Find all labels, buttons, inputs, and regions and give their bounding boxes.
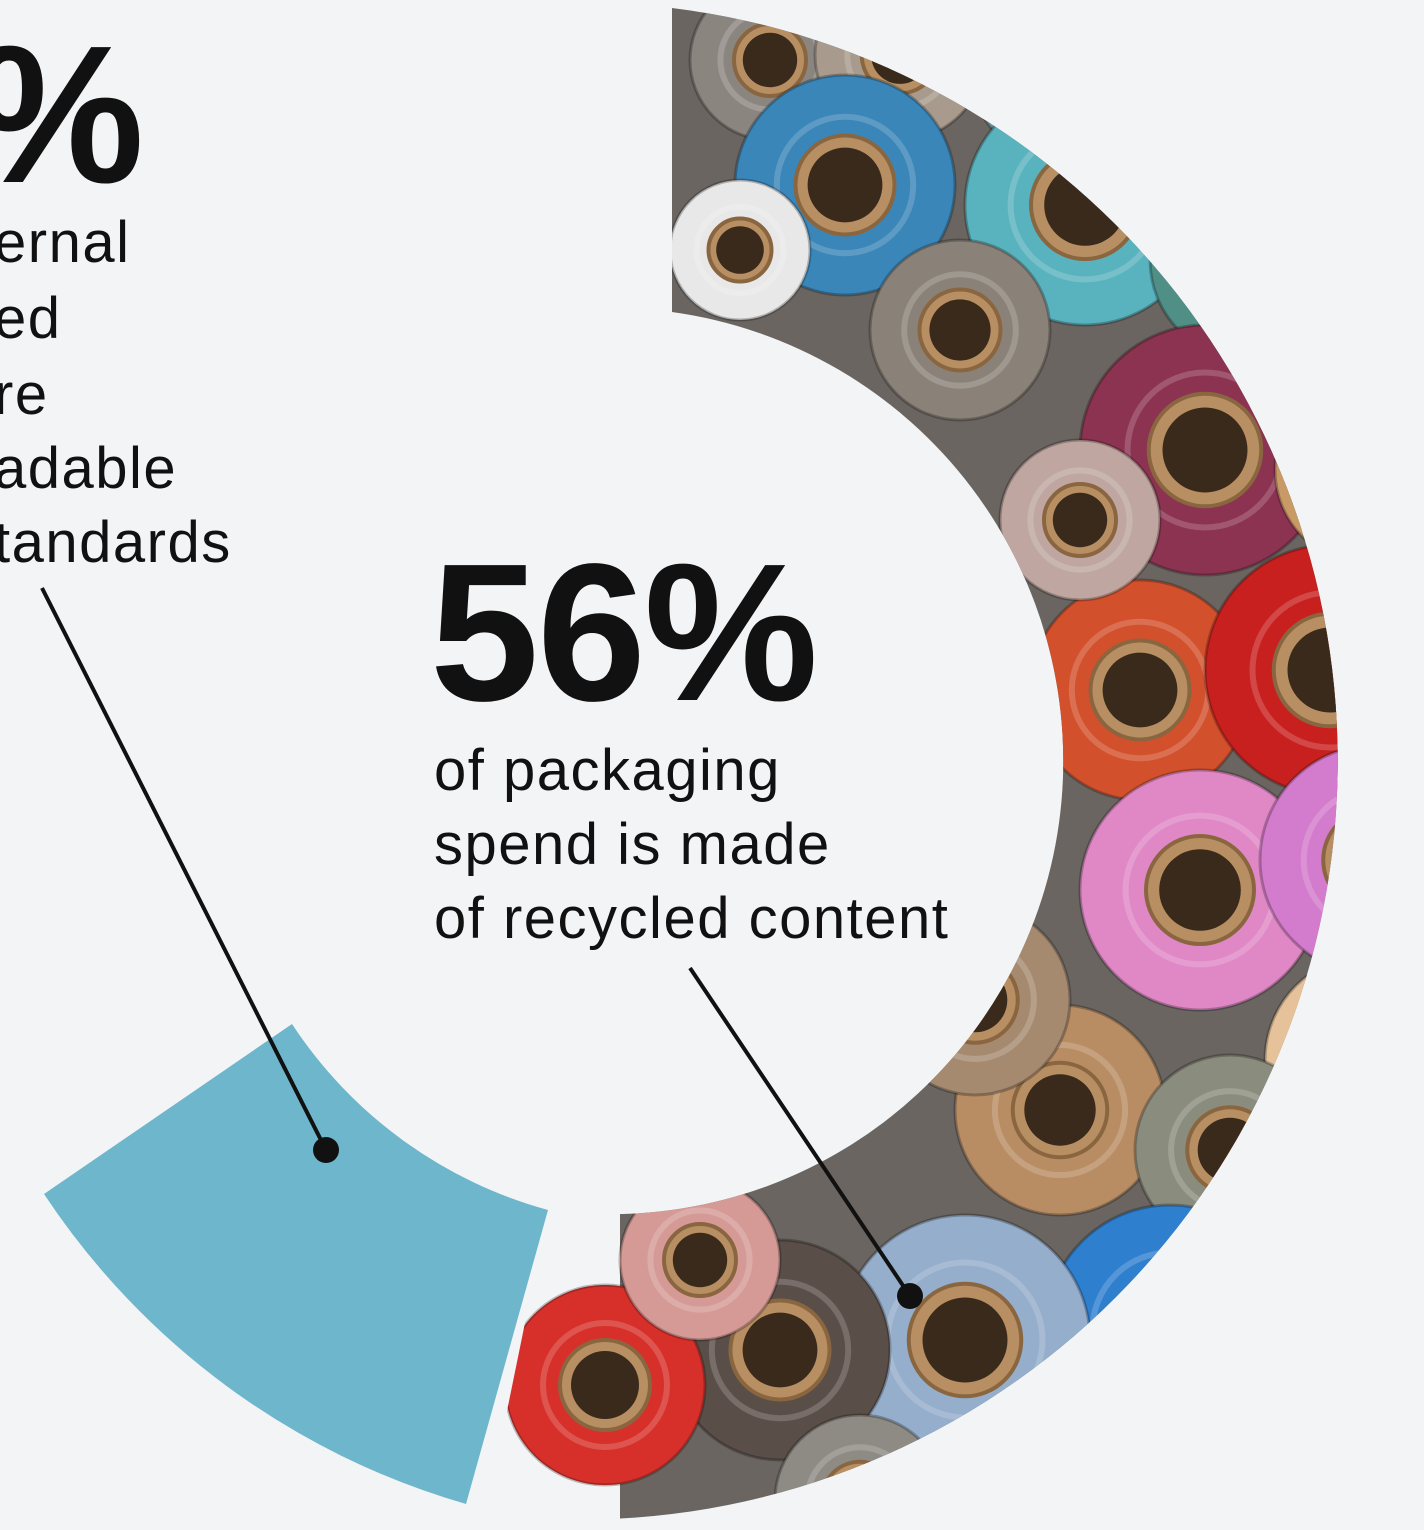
paper-roll-core-2 — [1017, 27, 1103, 113]
paper-roll-core-12 — [1321, 806, 1338, 914]
paper-roll-ring-26 — [1027, 467, 1133, 573]
stat-caption-left-line-1: ernal — [0, 210, 130, 275]
paper-roll-hole-10 — [1287, 627, 1338, 713]
paper-roll-12 — [1258, 743, 1338, 977]
paper-roll-ring-8 — [1308, 408, 1338, 532]
paper-roll-hole-4 — [1044, 164, 1126, 246]
donut-slice-blue — [44, 1024, 548, 1504]
paper-roll-core-22 — [819, 1459, 901, 1520]
paper-roll-hole-24 — [716, 226, 764, 274]
paper-roll-hole-12 — [1335, 820, 1338, 900]
paper-roll-17 — [1043, 1203, 1297, 1457]
paper-roll-hole-9 — [1102, 652, 1178, 728]
stat-value-left: % — [0, 5, 142, 224]
paper-roll-core-5 — [1203, 213, 1297, 307]
paper-roll-core-16 — [1307, 1207, 1338, 1293]
leader-line-right — [688, 966, 912, 1298]
paper-roll-ring-2 — [1001, 11, 1119, 129]
paper-roll-hole-3 — [807, 147, 883, 223]
paper-roll-hole-22 — [831, 1471, 889, 1520]
stat-caption-left-line-4: adable — [0, 436, 177, 501]
paper-roll-hole-7 — [1162, 407, 1248, 493]
paper-roll-hole-18 — [922, 1297, 1008, 1383]
paper-roll-hole-20 — [571, 1351, 639, 1419]
paper-roll-core-17 — [1111, 1271, 1229, 1389]
paper-roll-hole-11 — [1159, 849, 1241, 931]
paper-roll-ring-3 — [773, 113, 917, 257]
paper-roll-hole-25 — [942, 967, 1008, 1033]
paper-roll-ring-6 — [901, 271, 1019, 389]
paper-roll-hole-1 — [871, 26, 929, 84]
paper-roll-hole-0 — [742, 32, 798, 88]
stat-value-center: 56% — [430, 523, 816, 742]
paper-roll-ring-5 — [1185, 195, 1315, 325]
paper-roll-hole-2 — [1029, 39, 1091, 101]
paper-roll-hole-16 — [1319, 1219, 1338, 1281]
stat-caption-left-line-2: ed — [0, 286, 62, 351]
paper-roll-ring-12 — [1300, 785, 1338, 935]
stat-caption-center-line-3: of recycled content — [434, 886, 949, 951]
paper-roll-ring-21 — [1051, 1441, 1169, 1520]
paper-roll-hole-5 — [1216, 226, 1284, 294]
stat-caption-center-line-2: spend is made — [434, 812, 831, 877]
paper-roll-hole-23 — [672, 1232, 728, 1288]
paper-roll-ring-19 — [708, 1278, 852, 1422]
paper-roll-ring-20 — [540, 1320, 670, 1450]
leader-dot-left — [313, 1137, 339, 1163]
paper-roll-ring-17 — [1089, 1249, 1251, 1411]
paper-roll-core-13 — [1320, 1010, 1338, 1110]
paper-roll-core-8 — [1325, 425, 1338, 515]
paper-roll-21 — [1018, 1408, 1202, 1520]
paper-roll-16 — [1258, 1158, 1338, 1342]
paper-roll-hole-6 — [929, 299, 991, 361]
stat-caption-center-line-1: of packaging — [434, 738, 781, 803]
paper-roll-hole-14 — [1024, 1074, 1096, 1146]
paper-roll-ring-13 — [1301, 991, 1338, 1129]
paper-roll-hole-21 — [1079, 1469, 1141, 1520]
paper-roll-hole-26 — [1052, 492, 1108, 548]
leader-dot-right — [897, 1283, 923, 1309]
paper-roll-ring-16 — [1291, 1191, 1338, 1309]
stat-caption-left-line-5: tandards — [0, 510, 232, 575]
leader-line-left — [40, 587, 328, 1151]
paper-roll-hole-17 — [1127, 1287, 1213, 1373]
paper-roll-hole-19 — [742, 1312, 818, 1388]
paper-roll-ring-23 — [647, 1207, 753, 1313]
stat-caption-left-line-3: re — [0, 362, 49, 427]
paper-roll-core-21 — [1067, 1457, 1153, 1520]
paper-roll-hole-8 — [1337, 437, 1338, 503]
paper-roll-hole-13 — [1334, 1024, 1338, 1096]
paper-roll-ring-14 — [991, 1041, 1129, 1179]
paper-roll-ring-24 — [693, 203, 787, 297]
paper-roll-hole-15 — [1197, 1117, 1263, 1183]
